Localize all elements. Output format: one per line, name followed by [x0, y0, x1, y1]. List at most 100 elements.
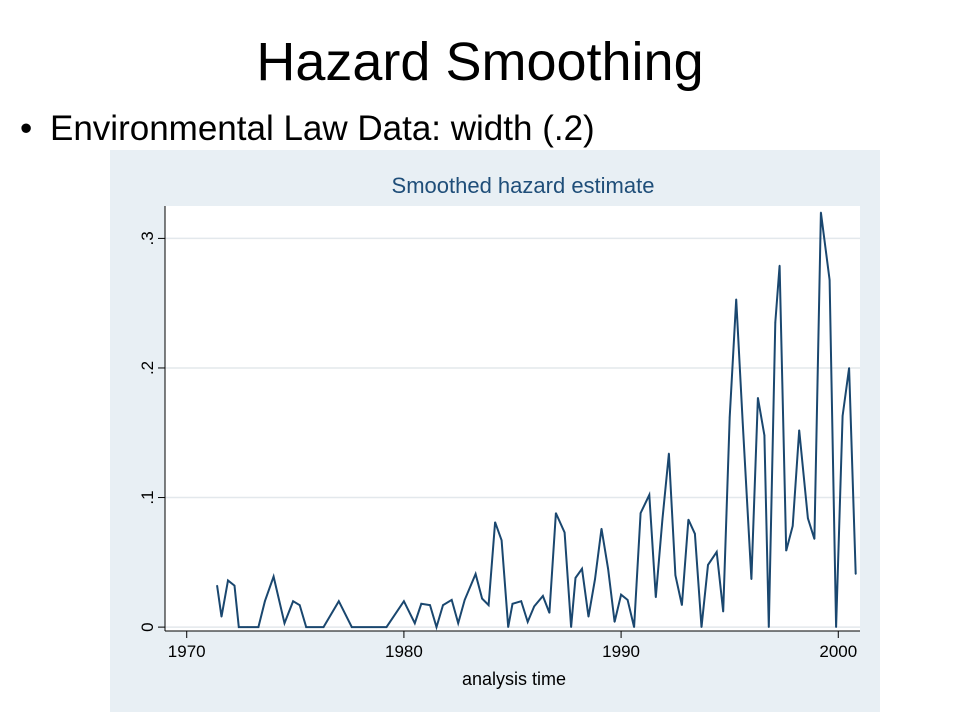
data-point	[757, 396, 759, 399]
bullet-text: Environmental Law Data: width (.2)	[50, 109, 595, 148]
data-point	[648, 494, 651, 496]
data-point	[442, 604, 444, 606]
data-point	[403, 600, 405, 602]
data-point	[570, 626, 572, 628]
data-point	[750, 578, 753, 580]
data-point	[620, 593, 622, 596]
data-point	[722, 610, 724, 613]
data-point	[463, 599, 466, 601]
data-point	[238, 626, 240, 628]
data-point	[707, 564, 709, 566]
data-point	[715, 551, 718, 553]
data-point	[668, 452, 670, 455]
data-point	[322, 626, 325, 628]
series-points	[216, 211, 857, 628]
data-point	[272, 575, 275, 578]
data-point	[220, 615, 223, 618]
x-axis-label: analysis time	[462, 669, 566, 689]
x-tick-label: 1970	[168, 642, 206, 661]
data-point	[798, 429, 800, 431]
data-point	[429, 604, 431, 606]
data-point	[350, 626, 353, 628]
data-point	[435, 626, 438, 628]
x-tick-label: 1980	[385, 642, 423, 661]
data-point	[420, 602, 423, 605]
x-tick-label: 2000	[819, 642, 857, 661]
data-point	[292, 600, 294, 602]
data-point	[227, 579, 229, 582]
data-point	[413, 622, 416, 625]
data-point	[563, 531, 566, 534]
data-point	[246, 626, 249, 628]
data-point	[728, 416, 731, 419]
data-point	[594, 578, 596, 580]
y-tick-label: .3	[138, 231, 157, 245]
bullet-dot-icon: •	[20, 109, 33, 148]
data-point	[526, 621, 529, 623]
data-point	[548, 612, 551, 614]
data-point	[587, 615, 590, 618]
data-point	[581, 568, 583, 570]
y-tick-label: 0	[138, 622, 157, 631]
data-point	[639, 512, 642, 514]
data-point	[700, 626, 703, 628]
data-point	[767, 626, 770, 628]
data-point	[264, 600, 266, 602]
data-point	[848, 367, 850, 369]
hazard-chart: Smoothed hazard estimate 0 .1 .2 .3 1970 1980…	[110, 150, 880, 712]
data-point	[813, 538, 816, 540]
data-point	[457, 622, 460, 625]
slide-title: Hazard Smoothing	[256, 32, 704, 92]
data-point	[216, 584, 218, 587]
data-point	[574, 577, 577, 579]
data-point	[555, 512, 557, 514]
data-point	[500, 539, 503, 542]
data-point	[820, 211, 822, 214]
data-point	[633, 626, 635, 628]
data-point	[694, 533, 696, 535]
data-point	[233, 584, 236, 587]
data-point	[257, 626, 260, 628]
bullet-item: • Environmental Law Data: width (.2)	[20, 107, 595, 151]
data-point	[841, 415, 844, 417]
data-point	[298, 604, 301, 606]
data-point	[542, 595, 544, 597]
data-point	[785, 549, 787, 552]
data-point	[655, 596, 657, 599]
data-point	[778, 264, 781, 267]
data-point	[791, 525, 794, 527]
data-point	[735, 298, 738, 301]
data-point	[854, 573, 857, 575]
data-point	[613, 621, 616, 623]
data-point	[474, 573, 477, 575]
data-point	[626, 599, 629, 601]
data-point	[487, 604, 490, 606]
data-point	[511, 602, 514, 605]
data-point	[600, 527, 603, 530]
data-point	[305, 626, 307, 628]
data-point	[520, 600, 522, 602]
data-point	[337, 600, 340, 602]
y-tick-label: .2	[138, 361, 157, 375]
data-point	[450, 599, 453, 601]
x-tick-label: 1990	[602, 642, 640, 661]
data-point	[681, 604, 683, 606]
data-point	[774, 321, 777, 324]
data-point	[828, 279, 831, 281]
chart-title: Smoothed hazard estimate	[392, 173, 655, 198]
plot-area	[165, 206, 860, 631]
ticks: 0 .1 .2 .3 1970 1980 1990 2000	[138, 231, 857, 661]
data-point	[370, 626, 373, 628]
data-point	[494, 521, 496, 523]
data-point	[283, 622, 286, 625]
data-point	[481, 597, 483, 600]
data-point	[763, 434, 766, 437]
data-point	[661, 518, 664, 521]
data-point	[674, 574, 677, 577]
axes	[164, 206, 860, 632]
y-tick-label: .1	[138, 490, 157, 504]
data-point	[807, 517, 809, 520]
data-point	[533, 605, 536, 608]
data-point	[687, 518, 690, 521]
data-point	[507, 626, 509, 628]
